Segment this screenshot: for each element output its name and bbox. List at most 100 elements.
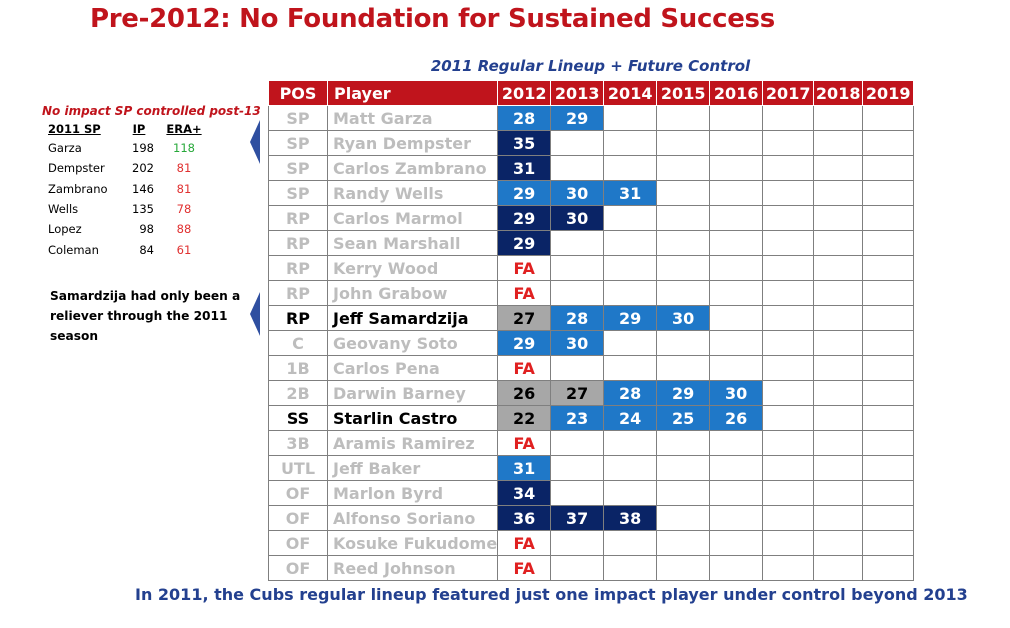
year-cell (762, 430, 815, 456)
year-cell (862, 230, 915, 256)
sp-era: 81 (176, 181, 192, 196)
player-cell: Jeff Samardzija (326, 305, 499, 331)
year-cell: FA (497, 555, 552, 581)
year-cell (762, 155, 815, 181)
sp-ip: 84 (139, 242, 154, 257)
col-header-2016: 2016 (709, 80, 764, 106)
sp-stats-row: Zambrano 146 81 (48, 179, 214, 199)
year-cell (813, 455, 864, 481)
year-cell (813, 430, 864, 456)
left-arrow-icon (250, 292, 260, 336)
year-cell (813, 530, 864, 556)
sp-stats-row: Wells 135 78 (48, 199, 214, 219)
year-cell: 27 (550, 380, 605, 406)
year-cell (862, 180, 915, 206)
year-cell (813, 405, 864, 431)
sp-era: 118 (173, 141, 195, 156)
year-cell (709, 480, 764, 506)
year-cell (709, 330, 764, 356)
year-cell (603, 130, 658, 156)
table-row: SP Carlos Zambrano 31 (268, 155, 915, 181)
year-cell: 30 (709, 380, 764, 406)
year-cell (603, 155, 658, 181)
year-cell (762, 405, 815, 431)
year-cell: 36 (497, 505, 552, 531)
year-cell: 24 (603, 405, 658, 431)
table-row: RP Jeff Samardzija 27 28 29 30 (268, 305, 915, 331)
sp-name: Lopez (48, 222, 82, 237)
year-cell: 28 (497, 105, 552, 131)
col-header-2015: 2015 (656, 80, 711, 106)
year-cell (813, 380, 864, 406)
year-cell (550, 230, 605, 256)
year-cell (709, 505, 764, 531)
year-cell (656, 330, 711, 356)
sp-name: Garza (48, 141, 82, 156)
pos-cell: 1B (268, 355, 328, 381)
year-cell (656, 355, 711, 381)
sp-stats-table: 2011 SP IP ERA+ Garza 198 118 Dempster 202 81… (48, 120, 214, 260)
sp-header-ip: IP (132, 122, 146, 136)
year-cell (762, 280, 815, 306)
year-cell (656, 230, 711, 256)
sp-name: Zambrano (48, 181, 108, 196)
year-cell (603, 280, 658, 306)
year-cell (862, 430, 915, 456)
table-row: 3B Aramis Ramirez FA (268, 430, 915, 456)
year-cell (550, 255, 605, 281)
year-cell (656, 530, 711, 556)
year-cell (862, 330, 915, 356)
year-cell (762, 355, 815, 381)
year-cell: 29 (550, 105, 605, 131)
sp-stats-row: Dempster 202 81 (48, 158, 214, 178)
pos-cell: RP (268, 205, 328, 231)
player-cell: Carlos Marmol (326, 205, 499, 231)
year-cell (813, 305, 864, 331)
year-cell (862, 505, 915, 531)
year-cell (762, 105, 815, 131)
year-cell (813, 180, 864, 206)
pos-cell: SP (268, 180, 328, 206)
year-cell (862, 280, 915, 306)
table-row: RP Carlos Marmol 29 30 (268, 205, 915, 231)
year-cell (603, 555, 658, 581)
table-row: RP Kerry Wood FA (268, 255, 915, 281)
year-cell (862, 355, 915, 381)
year-cell (603, 480, 658, 506)
col-header-2012: 2012 (497, 80, 552, 106)
year-cell (862, 555, 915, 581)
player-cell: Starlin Castro (326, 405, 499, 431)
player-cell: Randy Wells (326, 180, 499, 206)
year-cell (656, 180, 711, 206)
year-cell (813, 255, 864, 281)
player-cell: Reed Johnson (326, 555, 499, 581)
year-cell (709, 280, 764, 306)
year-cell (550, 555, 605, 581)
pos-cell: SP (268, 105, 328, 131)
year-cell (813, 105, 864, 131)
year-cell (862, 205, 915, 231)
year-cell (550, 130, 605, 156)
year-cell (862, 405, 915, 431)
year-cell (762, 255, 815, 281)
year-cell (603, 455, 658, 481)
sp-stats-header-row: 2011 SP IP ERA+ (48, 120, 214, 138)
year-cell (709, 455, 764, 481)
year-cell (762, 130, 815, 156)
table-row: C Geovany Soto 29 30 (268, 330, 915, 356)
sp-ip: 135 (132, 202, 154, 217)
year-cell: 31 (497, 155, 552, 181)
year-cell: 26 (709, 405, 764, 431)
sp-name: Dempster (48, 161, 105, 176)
year-cell: 22 (497, 405, 552, 431)
year-cell (813, 230, 864, 256)
year-cell (709, 230, 764, 256)
sp-name: Wells (48, 202, 79, 217)
year-cell (709, 180, 764, 206)
samardzija-note: Samardzija had only been a reliever thro… (50, 289, 241, 343)
page-title: Pre-2012: No Foundation for Sustained Su… (90, 4, 775, 34)
year-cell (656, 430, 711, 456)
sp-ip: 198 (132, 141, 154, 156)
player-cell: Darwin Barney (326, 380, 499, 406)
col-header-2014: 2014 (603, 80, 658, 106)
